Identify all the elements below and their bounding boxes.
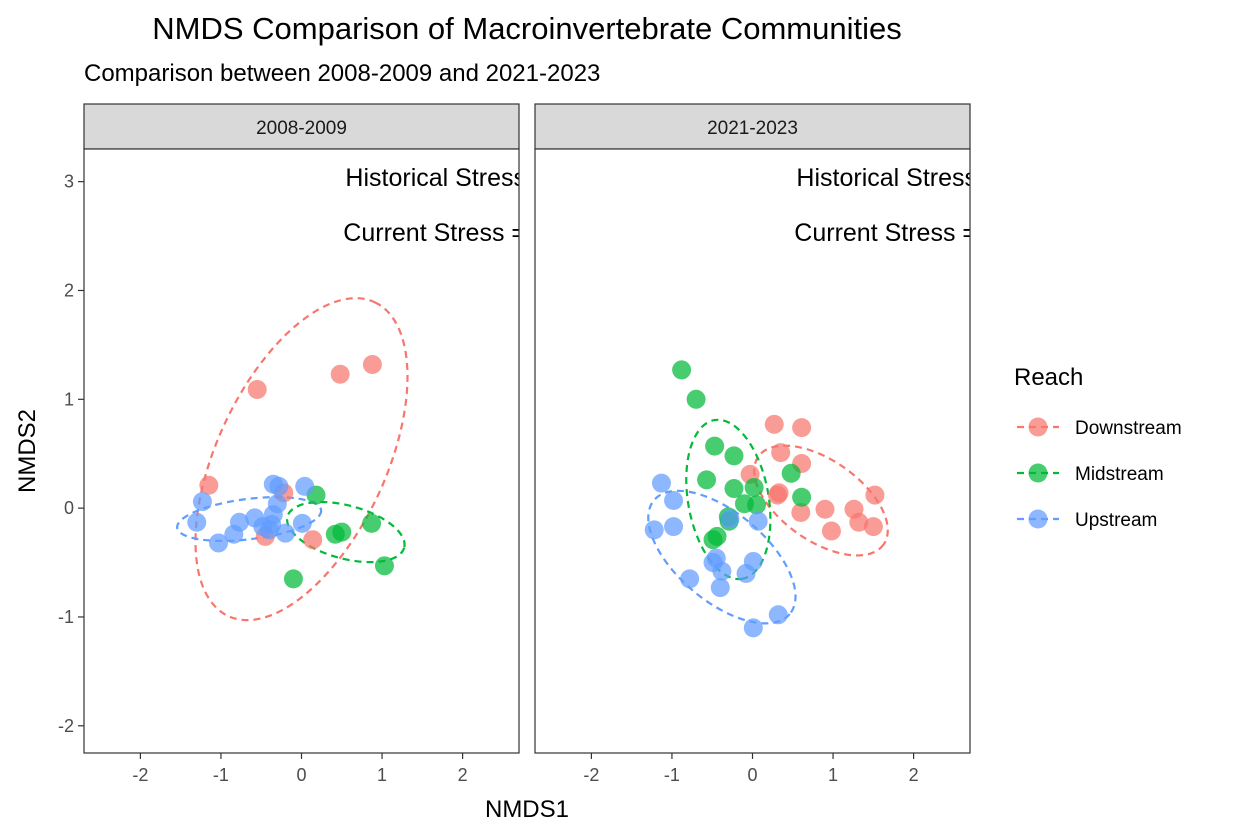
- facet-panel: 2021-2023 Historical Stress Current Stress…: [534, 103, 977, 785]
- y-tick-label: 3: [64, 172, 74, 192]
- point-midstream: [283, 569, 303, 589]
- point-upstream: [743, 551, 763, 571]
- point-midstream: [332, 522, 352, 542]
- point-downstream: [247, 380, 267, 400]
- point-upstream: [768, 605, 788, 625]
- point-midstream: [362, 513, 382, 533]
- facet-strip: [83, 103, 520, 150]
- point-downstream: [815, 499, 835, 519]
- legend: Reach Downstream Midstream Upstream: [1014, 364, 1182, 531]
- point-upstream: [187, 512, 207, 532]
- legend-label: Midstream: [1075, 464, 1164, 485]
- x-tick-label: -2: [583, 765, 599, 785]
- point-downstream: [771, 443, 791, 463]
- x-tick-label: 2: [909, 765, 919, 785]
- point-upstream: [229, 512, 249, 532]
- point-upstream: [720, 509, 740, 529]
- facet-panel: 2008-2009 Historical Stress Current Stress…: [58, 103, 526, 785]
- point-upstream: [712, 561, 732, 581]
- legend-label: Upstream: [1075, 510, 1157, 531]
- stress-annotation: Historical Stress: [796, 164, 977, 192]
- point-upstream: [664, 491, 684, 511]
- point-downstream: [764, 414, 784, 434]
- stress-annotation: Historical Stress: [345, 164, 526, 192]
- point-midstream: [781, 463, 801, 483]
- panel-background: [84, 149, 519, 753]
- ellipse-upstream: [176, 496, 323, 542]
- point-midstream: [374, 556, 394, 576]
- point-downstream: [362, 354, 382, 374]
- point-upstream: [267, 494, 287, 514]
- point-upstream: [748, 511, 768, 531]
- ellipse-downstream: [194, 297, 409, 622]
- point-downstream: [303, 530, 323, 550]
- legend-label: Downstream: [1075, 418, 1182, 439]
- x-axis-title: NMDS1: [485, 796, 569, 823]
- facet-strip-label: 2008-2009: [256, 118, 347, 139]
- legend-key-point: [1028, 463, 1048, 483]
- stress-annotation: Current Stress =: [794, 219, 977, 247]
- point-downstream: [821, 521, 841, 541]
- point-midstream: [705, 436, 725, 456]
- facet-strip: [534, 103, 971, 150]
- point-midstream: [724, 446, 744, 466]
- chart-subtitle: Comparison between 2008-2009 and 2021-20…: [84, 60, 600, 87]
- point-upstream: [743, 618, 763, 638]
- y-tick-label: -2: [58, 716, 74, 736]
- point-upstream: [710, 578, 730, 598]
- x-tick-label: 2: [458, 765, 468, 785]
- y-axis-title: NMDS2: [14, 409, 41, 493]
- stress-annotation: Current Stress =: [343, 219, 526, 247]
- point-upstream: [651, 473, 671, 493]
- point-midstream: [744, 477, 764, 497]
- x-tick-label: -1: [664, 765, 680, 785]
- x-tick-label: -2: [132, 765, 148, 785]
- x-tick-label: -1: [213, 765, 229, 785]
- point-midstream: [686, 389, 706, 409]
- point-downstream: [865, 485, 885, 505]
- point-upstream: [295, 476, 315, 496]
- point-downstream: [330, 364, 350, 384]
- y-tick-label: 0: [64, 498, 74, 518]
- legend-title: Reach: [1014, 364, 1083, 391]
- point-midstream: [747, 495, 767, 515]
- point-upstream: [680, 569, 700, 589]
- x-tick-label: 0: [296, 765, 306, 785]
- point-midstream: [697, 470, 717, 490]
- ellipse-midstream: [285, 500, 406, 564]
- point-downstream: [849, 512, 869, 532]
- point-upstream: [269, 476, 289, 496]
- point-upstream: [275, 523, 295, 543]
- point-downstream: [863, 517, 883, 537]
- facet-panels: 2008-2009 Historical Stress Current Stress…: [58, 103, 977, 785]
- point-downstream: [199, 475, 219, 495]
- x-tick-label: 1: [828, 765, 838, 785]
- panel-background: [535, 149, 970, 753]
- facet-strip-label: 2021-2023: [707, 118, 798, 139]
- point-upstream: [192, 492, 212, 512]
- y-tick-label: 1: [64, 389, 74, 409]
- point-midstream: [703, 530, 723, 550]
- x-tick-label: 1: [377, 765, 387, 785]
- ellipse-downstream: [753, 444, 889, 557]
- point-upstream: [209, 533, 229, 553]
- legend-key-point: [1028, 509, 1048, 529]
- point-upstream: [292, 513, 312, 533]
- point-downstream: [791, 502, 811, 522]
- point-midstream: [724, 479, 744, 499]
- point-upstream: [644, 520, 664, 540]
- point-downstream: [792, 418, 812, 438]
- x-tick-label: 0: [747, 765, 757, 785]
- ellipse-upstream: [647, 489, 797, 625]
- point-upstream: [664, 517, 684, 537]
- point-downstream: [769, 483, 789, 503]
- point-midstream: [792, 487, 812, 507]
- legend-key-point: [1028, 417, 1048, 437]
- chart-title: NMDS Comparison of Macroinvertebrate Com…: [152, 11, 901, 46]
- point-midstream: [672, 360, 692, 380]
- y-tick-label: 2: [64, 280, 74, 300]
- y-tick-label: -1: [58, 607, 74, 627]
